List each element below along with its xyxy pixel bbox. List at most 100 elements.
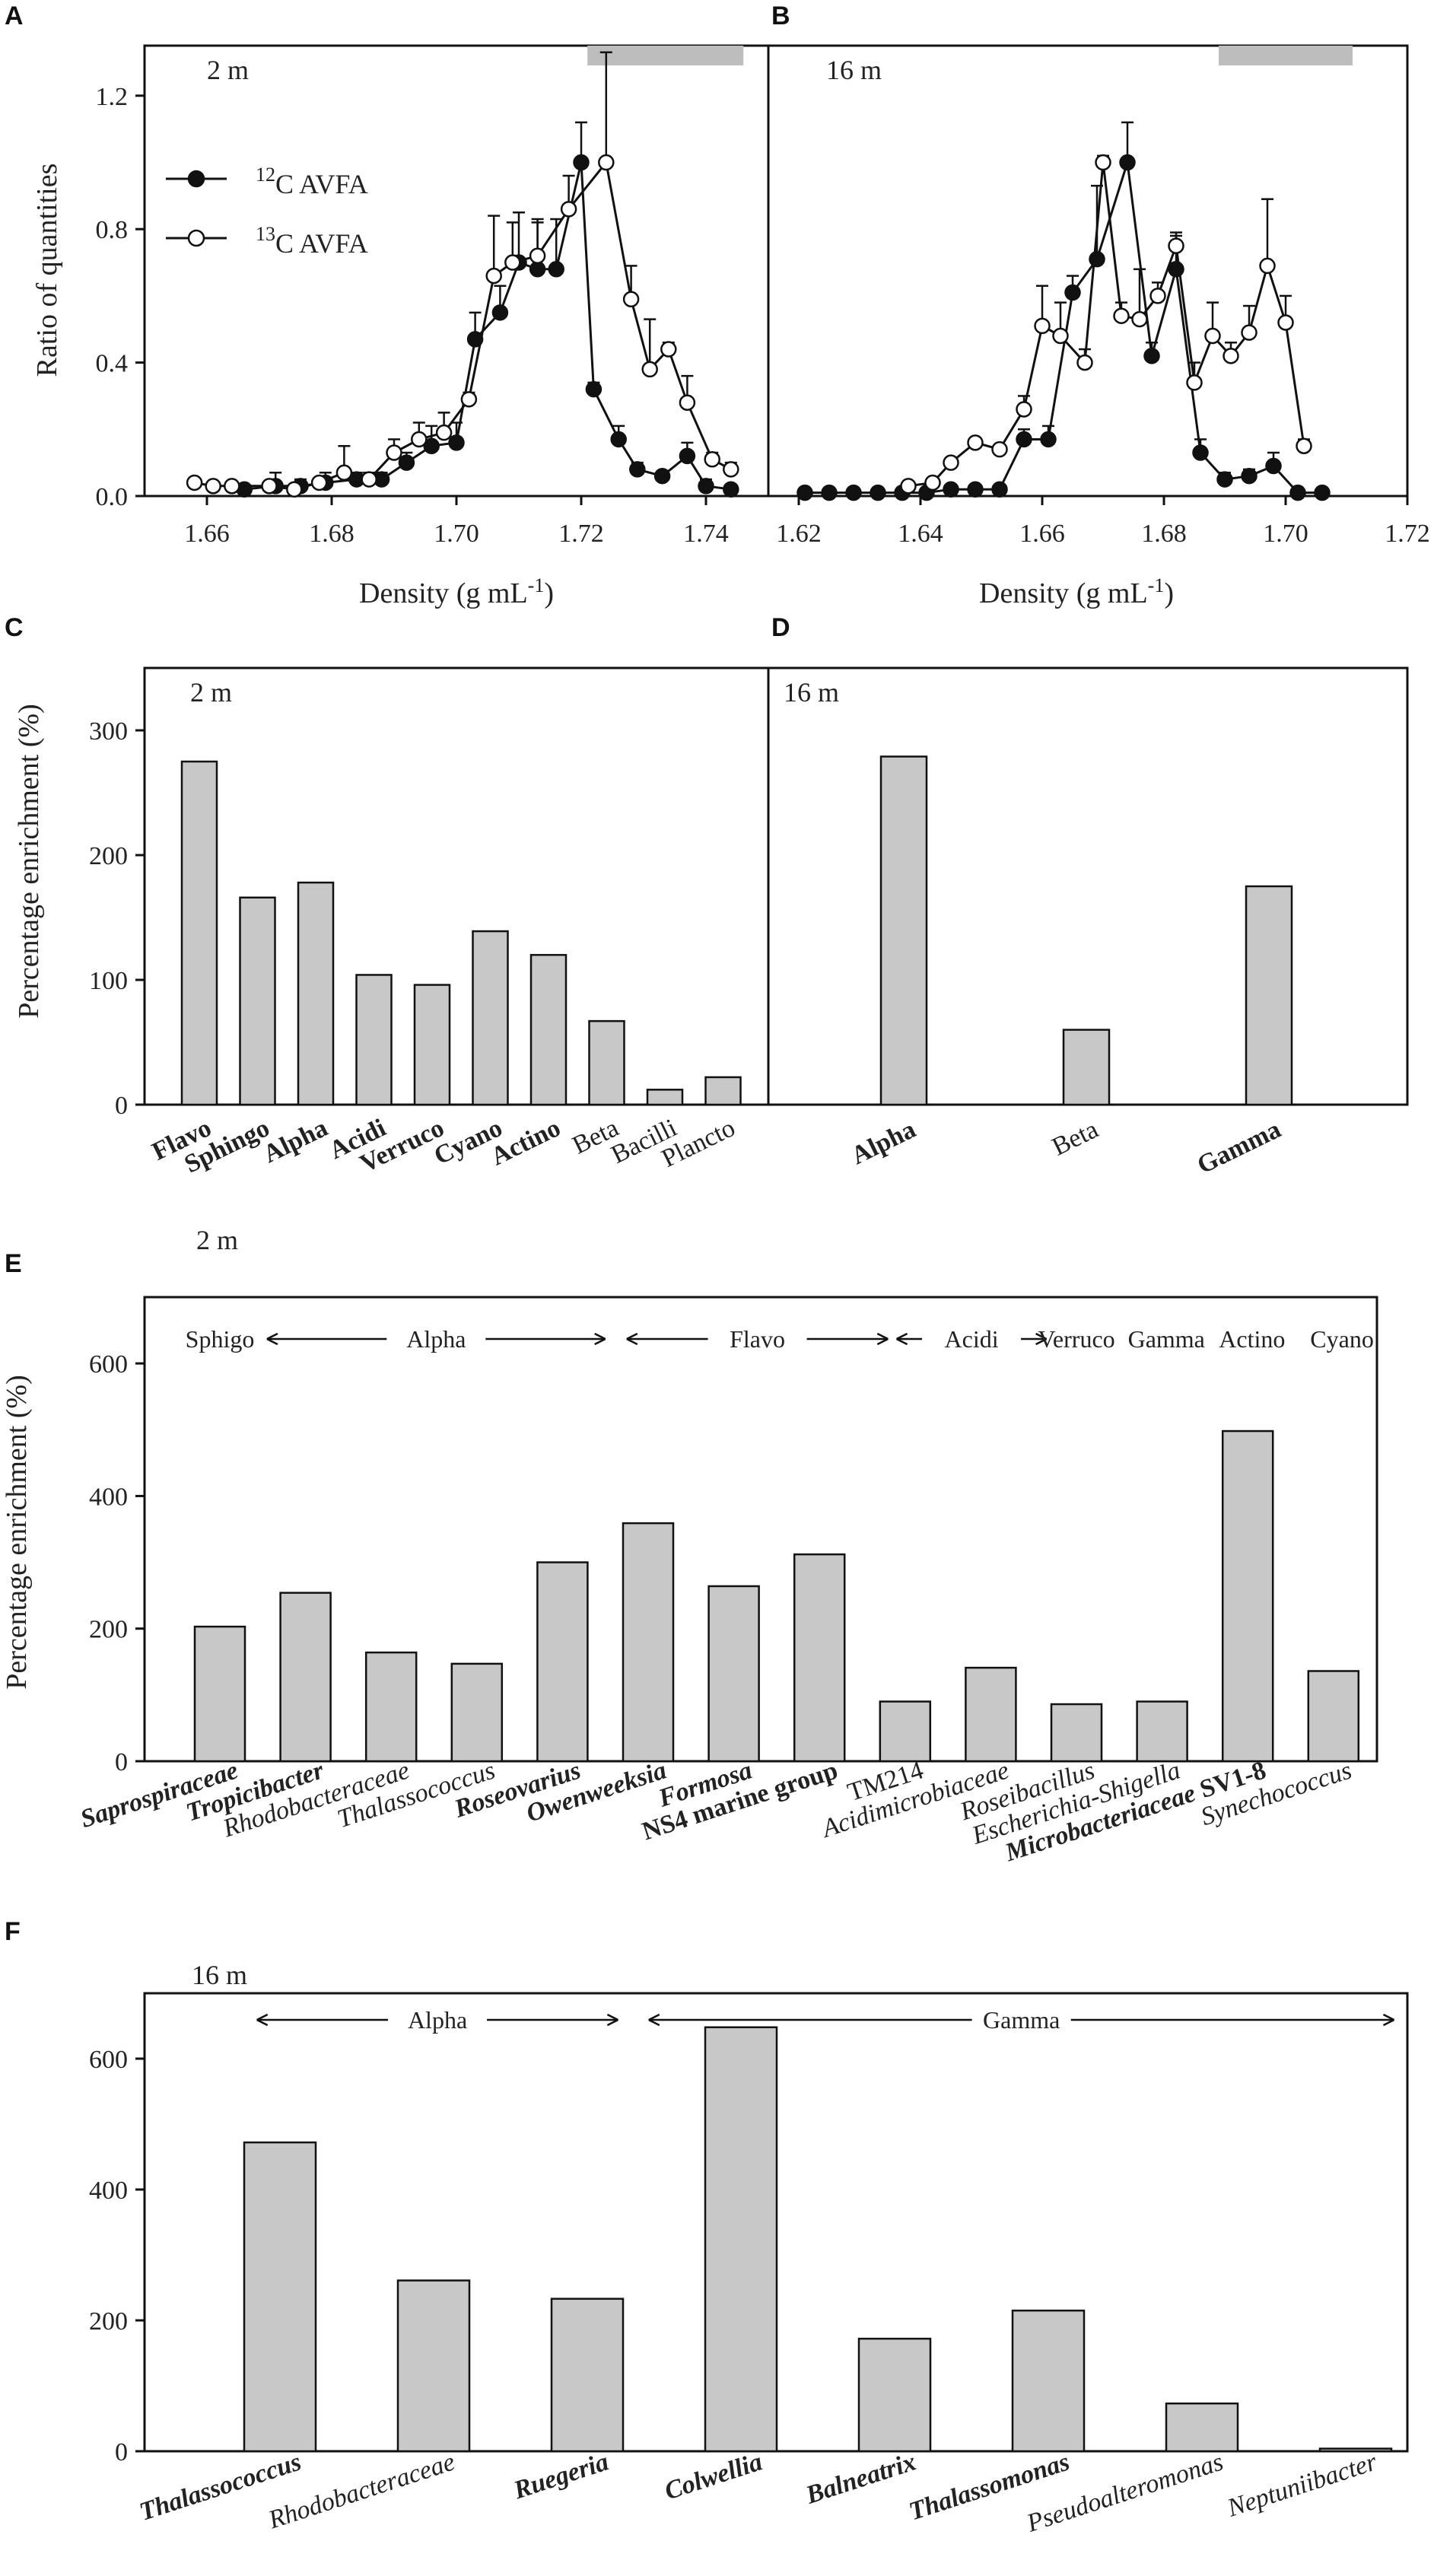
bar xyxy=(704,1076,742,1106)
group-arrowhead-left xyxy=(256,2013,269,2027)
bar xyxy=(297,881,335,1106)
panel-label: C xyxy=(5,613,24,642)
y-tick-label: 0 xyxy=(115,1748,128,1776)
bar xyxy=(413,984,451,1106)
data-point xyxy=(679,394,696,411)
data-point xyxy=(398,454,415,471)
group-label: Sphigo xyxy=(186,1325,255,1353)
group-label: Flavo xyxy=(730,1325,785,1353)
data-point xyxy=(924,474,941,491)
data-point xyxy=(660,341,677,358)
bar xyxy=(1318,2447,1393,2453)
plot-area: 1.62 1.64 1.66 1.68 1.70 1.72 xyxy=(767,44,1430,548)
bar xyxy=(239,896,276,1106)
bar xyxy=(193,1625,246,1763)
data-point xyxy=(679,447,696,465)
bar xyxy=(550,2298,625,2453)
group-arrowhead-right xyxy=(1382,2013,1395,2027)
data-point xyxy=(1204,327,1221,345)
data-point xyxy=(1095,154,1111,171)
legend: 12C AVFA 13C AVFA xyxy=(166,164,368,259)
data-point xyxy=(967,434,984,451)
series-12c-line xyxy=(805,162,1322,495)
y-tick-label: 400 xyxy=(89,2177,128,2205)
data-point xyxy=(460,391,478,408)
bar xyxy=(529,953,568,1106)
data-point xyxy=(1241,467,1258,485)
data-point xyxy=(491,304,509,321)
data-point xyxy=(411,431,428,448)
panel-f: F 0200400600ThalassococcusRhodobacterace… xyxy=(5,1917,1409,2538)
bar xyxy=(857,2337,932,2453)
data-point xyxy=(585,380,603,398)
data-point xyxy=(1168,237,1184,254)
bar xyxy=(704,2026,778,2453)
group-label: Actino xyxy=(1219,1325,1285,1353)
data-point xyxy=(466,331,484,348)
bar xyxy=(588,1019,625,1106)
data-point xyxy=(967,481,984,498)
data-point xyxy=(261,478,278,495)
data-point xyxy=(1089,250,1105,268)
data-point xyxy=(1265,457,1282,475)
y-tick-label: 0.4 xyxy=(96,350,129,378)
data-point xyxy=(723,461,739,478)
y-tick-label: 600 xyxy=(89,2046,128,2074)
group-label: Alpha xyxy=(408,2006,467,2034)
x-tick-label: 1.70 xyxy=(1263,520,1308,548)
plot-frame xyxy=(143,1296,1378,1763)
plot-area: 0200400600SaprospiraceaeTropicibacterRho… xyxy=(77,1296,1378,1868)
y-tick-label: 200 xyxy=(89,1616,128,1644)
category-label: Ruegeria xyxy=(510,2447,612,2504)
bar xyxy=(879,755,928,1106)
y-tick-label: 200 xyxy=(89,842,128,870)
bar xyxy=(965,1666,1017,1763)
y-tick-label: 300 xyxy=(89,717,128,746)
bar xyxy=(355,974,393,1106)
depth-label: 16 m xyxy=(826,55,882,85)
bar xyxy=(396,2279,471,2453)
x-tick-label: 1.72 xyxy=(1385,520,1430,548)
data-point xyxy=(1034,317,1051,335)
group-arrowhead-left xyxy=(626,1332,638,1346)
panel-label: D xyxy=(771,613,790,642)
category-label: Neptuniibacter xyxy=(1223,2447,1381,2523)
data-point xyxy=(1064,284,1081,301)
data-point xyxy=(704,451,720,468)
panel-label: A xyxy=(5,2,24,30)
data-point xyxy=(698,478,714,495)
data-point xyxy=(991,440,1008,458)
x-tick-label: 1.66 xyxy=(1019,520,1065,548)
panel-label: B xyxy=(771,2,790,30)
data-point xyxy=(943,481,959,498)
y-tick-label: 200 xyxy=(89,2307,128,2336)
bar xyxy=(1307,1670,1360,1763)
data-point xyxy=(1040,431,1057,448)
y-tick-label: 400 xyxy=(89,1483,128,1511)
data-point xyxy=(1016,431,1032,448)
bar xyxy=(707,1585,760,1763)
x-tick-label: 1.68 xyxy=(309,520,355,548)
data-point xyxy=(361,471,377,488)
group-label: Cyano xyxy=(1310,1325,1374,1353)
category-label: Alpha xyxy=(847,1115,920,1170)
group-label: Acidi xyxy=(945,1325,999,1353)
x-tick-label: 1.64 xyxy=(898,520,943,548)
category-label: Beta xyxy=(1048,1115,1102,1162)
depth-label: 2 m xyxy=(190,677,232,708)
data-point xyxy=(1289,484,1306,501)
bar xyxy=(1062,1029,1111,1106)
legend-marker-13c xyxy=(187,229,205,247)
bar xyxy=(279,1592,332,1763)
data-point xyxy=(186,474,203,491)
y-axis-label: Percentage enrichment (%) xyxy=(1,1375,33,1690)
panel-b: B 1.62 1.64 1.66 1.68 1.70 1.72 16 m Density … xyxy=(767,2,1430,609)
x-tick-label: 1.62 xyxy=(776,520,822,548)
depth-label: 16 m xyxy=(784,677,839,708)
panel-label: F xyxy=(5,1917,21,1946)
data-point xyxy=(310,474,328,491)
data-point xyxy=(1223,348,1239,364)
y-tick-label: 0.8 xyxy=(96,216,129,244)
y-tick-label: 1.2 xyxy=(96,83,129,111)
legend-label-13c: 13C AVFA xyxy=(256,223,368,259)
